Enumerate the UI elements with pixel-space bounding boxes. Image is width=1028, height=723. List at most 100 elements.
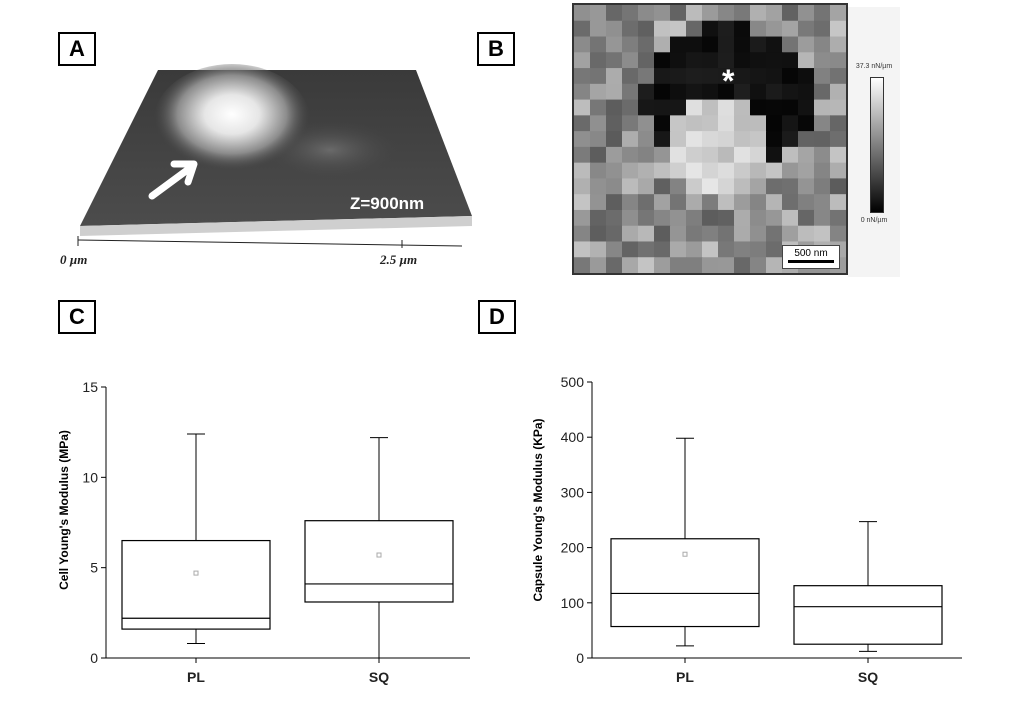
map-pixel — [670, 36, 687, 53]
map-pixel — [686, 162, 703, 180]
mean-marker — [682, 551, 688, 557]
map-pixel — [606, 68, 623, 85]
afm-plane-edge — [80, 216, 472, 236]
map-pixel — [782, 115, 799, 132]
map-pixel — [654, 178, 671, 195]
map-pixel — [670, 52, 687, 69]
map-pixel — [622, 68, 639, 85]
map-pixel — [702, 83, 719, 101]
map-pixel — [686, 83, 703, 101]
map-pixel — [734, 115, 751, 132]
map-pixel — [606, 225, 623, 243]
map-pixel — [574, 146, 591, 164]
map-pixel — [814, 162, 831, 180]
map-pixel — [750, 194, 767, 211]
map-pixel — [734, 83, 751, 101]
y-tick-label: 400 — [561, 429, 585, 445]
map-pixel — [766, 225, 783, 243]
map-pixel — [590, 257, 607, 273]
map-pixel — [750, 225, 767, 243]
map-pixel — [590, 20, 607, 38]
map-pixel — [702, 99, 719, 116]
map-pixel — [830, 178, 846, 195]
map-pixel — [750, 178, 767, 195]
map-pixel — [702, 194, 719, 211]
map-pixel — [622, 146, 639, 164]
scale-bar-label: 500 nm — [794, 248, 828, 259]
map-pixel — [750, 5, 767, 22]
map-pixel — [766, 99, 783, 116]
map-pixel — [670, 115, 687, 132]
map-pixel — [622, 83, 639, 101]
map-pixel — [798, 5, 815, 22]
y-tick-label: 200 — [561, 540, 585, 556]
map-pixel — [606, 257, 623, 273]
map-pixel — [766, 52, 783, 69]
map-pixel — [830, 20, 846, 38]
map-pixel — [606, 194, 623, 211]
map-pixel — [638, 162, 655, 180]
map-pixel — [814, 99, 831, 116]
map-pixel — [798, 99, 815, 116]
map-pixel — [606, 99, 623, 116]
map-pixel — [574, 241, 591, 258]
map-pixel — [782, 5, 799, 22]
map-pixel — [670, 146, 687, 164]
map-pixel — [686, 68, 703, 85]
stiffness-map-pixels — [574, 5, 846, 273]
y-tick-label: 10 — [82, 469, 98, 485]
x-start-label: 0 µm — [60, 252, 88, 267]
map-pixel — [814, 115, 831, 132]
map-pixel — [638, 36, 655, 53]
map-pixel — [606, 131, 623, 148]
map-pixel — [814, 146, 831, 164]
map-pixel — [830, 115, 846, 132]
map-pixel — [766, 131, 783, 148]
color-scale-max: 37.3 nN/µm — [855, 63, 893, 70]
box — [304, 520, 454, 603]
map-pixel — [686, 257, 703, 273]
color-scale-gradient — [870, 77, 884, 213]
map-pixel — [750, 257, 767, 273]
map-pixel — [750, 20, 767, 38]
map-pixel — [830, 83, 846, 101]
y-tick-label: 0 — [90, 650, 98, 666]
map-pixel — [590, 194, 607, 211]
map-pixel — [718, 194, 735, 211]
map-pixel — [718, 225, 735, 243]
map-pixel — [622, 5, 639, 22]
map-pixel — [670, 83, 687, 101]
map-pixel — [638, 83, 655, 101]
map-pixel — [654, 52, 671, 69]
map-pixel — [814, 68, 831, 85]
map-pixel — [718, 115, 735, 132]
map-pixel — [590, 52, 607, 69]
map-pixel — [750, 99, 767, 116]
map-pixel — [574, 194, 591, 211]
panel-d-label: D — [478, 300, 516, 334]
map-pixel — [734, 241, 751, 258]
map-pixel — [798, 20, 815, 38]
map-pixel — [782, 52, 799, 69]
map-pixel — [814, 225, 831, 243]
map-pixel — [750, 52, 767, 69]
map-pixel — [670, 178, 687, 195]
map-pixel — [734, 225, 751, 243]
map-pixel — [574, 99, 591, 116]
map-pixel — [574, 209, 591, 227]
map-pixel — [590, 209, 607, 227]
map-pixel — [718, 99, 735, 116]
map-pixel — [686, 194, 703, 211]
map-pixel — [750, 131, 767, 148]
map-pixel — [766, 162, 783, 180]
map-pixel — [718, 36, 735, 53]
map-pixel — [686, 115, 703, 132]
color-scale: 37.3 nN/µm 0 nN/µm — [848, 7, 900, 277]
map-pixel — [574, 52, 591, 69]
z-range-label: Z=900nm — [350, 194, 425, 213]
arrow-icon — [148, 160, 198, 200]
afm-cell-peak — [154, 64, 310, 176]
map-pixel — [718, 162, 735, 180]
map-pixel — [702, 5, 719, 22]
map-pixel — [702, 178, 719, 195]
